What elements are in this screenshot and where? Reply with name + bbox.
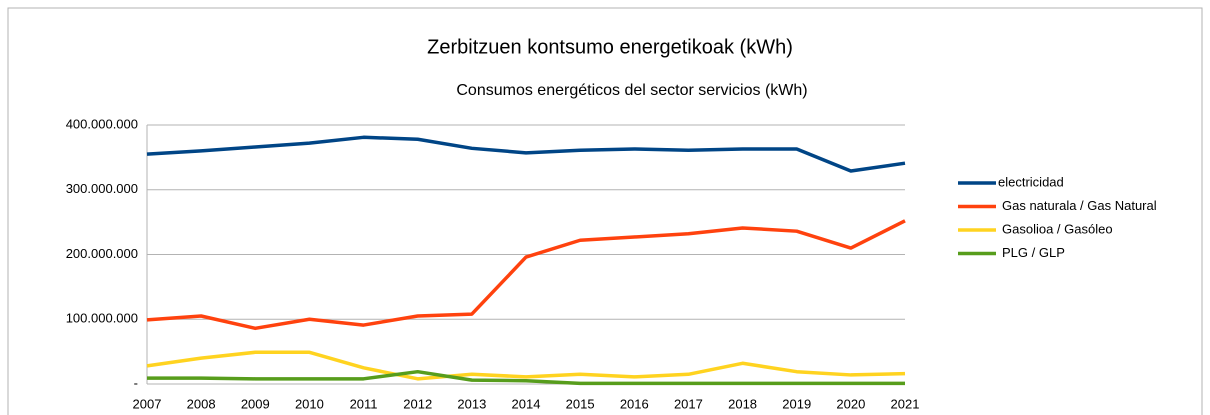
chart-title: Zerbitzuen kontsumo energetikoak (kWh) bbox=[427, 36, 793, 58]
x-tick-label: 2007 bbox=[133, 396, 162, 411]
series-line bbox=[146, 219, 906, 331]
x-tick-label: 2008 bbox=[187, 396, 216, 411]
x-tick-label: 2015 bbox=[566, 396, 595, 411]
x-tick-label: 2011 bbox=[350, 396, 378, 411]
series-line bbox=[146, 135, 906, 173]
x-tick-label: 2012 bbox=[403, 396, 432, 411]
chart-frame bbox=[7, 7, 1203, 415]
x-tick-label: 2010 bbox=[295, 396, 324, 411]
y-tick-label: 100.000.000 bbox=[66, 311, 138, 326]
series-line bbox=[146, 350, 906, 381]
x-tick-label: 2021 bbox=[891, 396, 920, 411]
legend-label: electricidad bbox=[998, 174, 1064, 189]
y-tick-label: 400.000.000 bbox=[66, 116, 138, 131]
x-tick-label: 2020 bbox=[836, 396, 865, 411]
x-tick-label: 2014 bbox=[512, 396, 541, 411]
legend-label: PLG / GLP bbox=[1002, 245, 1065, 260]
chart-subtitle: Consumos energéticos del sector servicio… bbox=[456, 82, 807, 99]
series-line bbox=[147, 369, 905, 386]
x-tick-label: 2017 bbox=[674, 396, 703, 411]
x-tick-label: 2019 bbox=[782, 396, 811, 411]
x-tick-label: 2009 bbox=[241, 396, 270, 411]
legend-label: Gasolioa / Gasóleo bbox=[1002, 221, 1113, 236]
y-tick-label: - bbox=[134, 375, 138, 390]
y-tick-label: 300.000.000 bbox=[66, 181, 138, 196]
x-tick-label: 2018 bbox=[728, 396, 757, 411]
legend-label: Gas naturala / Gas Natural bbox=[1002, 198, 1157, 213]
y-tick-label: 200.000.000 bbox=[66, 246, 138, 261]
x-tick-label: 2016 bbox=[620, 396, 649, 411]
x-tick-label: 2013 bbox=[457, 396, 486, 411]
